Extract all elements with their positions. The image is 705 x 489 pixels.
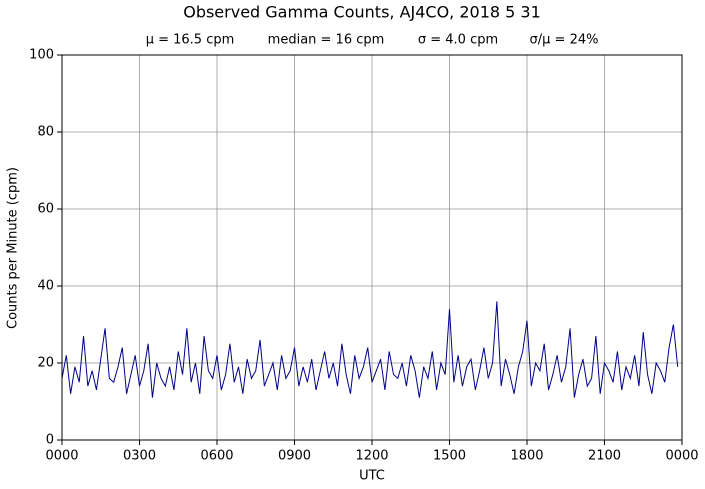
annotation: σ/μ = 24% <box>530 33 599 48</box>
y-tick-label: 60 <box>37 202 54 217</box>
y-tick-label: 20 <box>37 356 54 371</box>
annotation: μ = 16.5 cpm <box>146 33 235 48</box>
x-tick-label: 0000 <box>665 449 698 464</box>
x-tick-label: 1800 <box>510 449 543 464</box>
x-tick-label: 1500 <box>433 449 466 464</box>
y-axis-label: Counts per Minute (cpm) <box>6 167 21 329</box>
annotation: median = 16 cpm <box>268 33 385 48</box>
data-line <box>61 301 679 398</box>
x-tick-label: 0900 <box>278 449 311 464</box>
y-tick-label: 0 <box>46 433 54 448</box>
chart-title: Observed Gamma Counts, AJ4CO, 2018 5 31 <box>183 3 541 22</box>
x-tick-label: 2100 <box>588 449 621 464</box>
y-tick-label: 100 <box>29 48 54 63</box>
annotation: σ = 4.0 cpm <box>418 33 498 48</box>
x-tick-label: 0300 <box>123 449 156 464</box>
x-axis-label: UTC <box>359 469 385 484</box>
x-tick-label: 0600 <box>200 449 233 464</box>
x-tick-label: 1200 <box>355 449 388 464</box>
x-tick-label: 0000 <box>45 449 78 464</box>
plot <box>61 301 679 398</box>
y-tick-label: 80 <box>37 125 54 140</box>
y-tick-label: 40 <box>37 279 54 294</box>
